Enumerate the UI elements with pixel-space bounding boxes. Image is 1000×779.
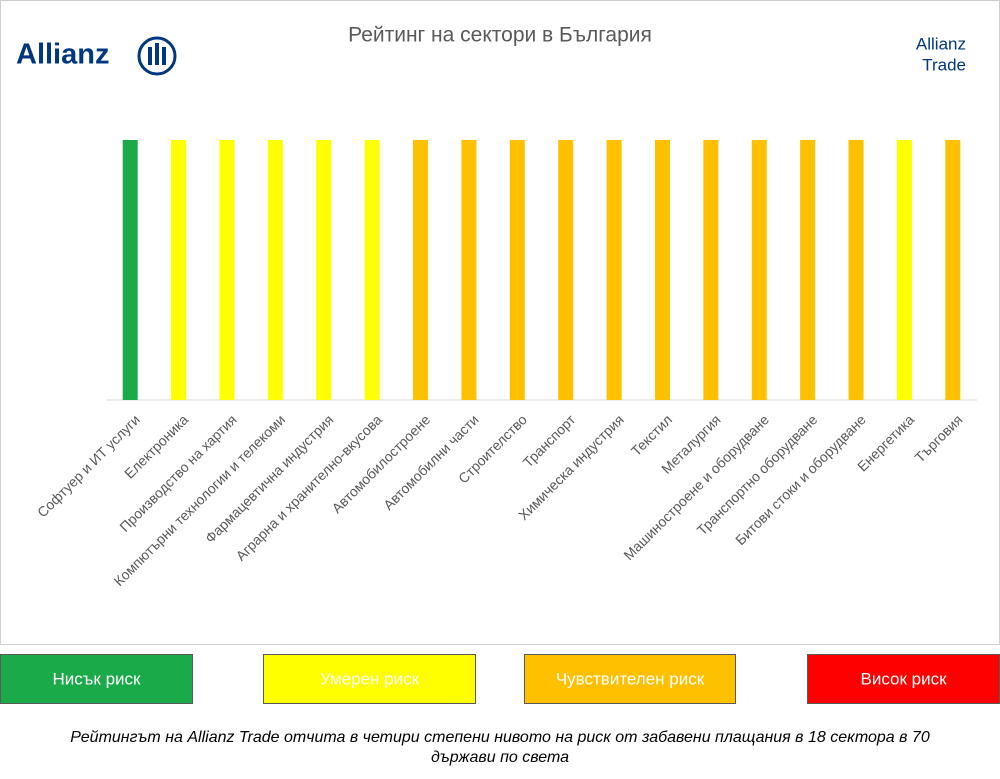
- bar: [896, 140, 912, 400]
- chart-title: Рейтинг на сектори в България: [348, 24, 652, 47]
- bar: [461, 140, 477, 400]
- bar: [848, 140, 864, 400]
- legend-swatch: [263, 654, 476, 704]
- bar: [751, 140, 767, 400]
- chart: Рейтинг на сектори в България Allianz Al…: [0, 0, 1000, 704]
- brand: Trade: [922, 55, 966, 74]
- legend-label: Нисък риск: [53, 669, 142, 688]
- bar: [654, 140, 670, 400]
- bar: [267, 140, 283, 400]
- legend-swatch: [524, 654, 736, 704]
- brand: Allianz: [916, 34, 966, 53]
- legend-label: Висок риск: [860, 669, 947, 688]
- bar: [800, 140, 816, 400]
- legend-label: Умерен риск: [320, 669, 420, 688]
- bar: [171, 140, 187, 400]
- logo: Allianz: [16, 39, 109, 71]
- bar: [219, 140, 235, 400]
- bar: [703, 140, 719, 400]
- bar: [316, 140, 332, 400]
- chart-frame: [0, 0, 1000, 645]
- bar: [558, 140, 574, 400]
- legend-label: Чувствителен риск: [556, 669, 705, 688]
- bar: [606, 140, 622, 400]
- bar: [945, 140, 961, 400]
- bar: [364, 140, 380, 400]
- legend-swatch: [807, 654, 1000, 704]
- bar: [413, 140, 429, 400]
- bar: [122, 140, 138, 400]
- logo-mark: [137, 36, 177, 76]
- legend-swatch: [0, 654, 193, 704]
- bar: [509, 140, 525, 400]
- caption: Рейтингът на Allianz Trade отчита в чети…: [70, 729, 930, 766]
